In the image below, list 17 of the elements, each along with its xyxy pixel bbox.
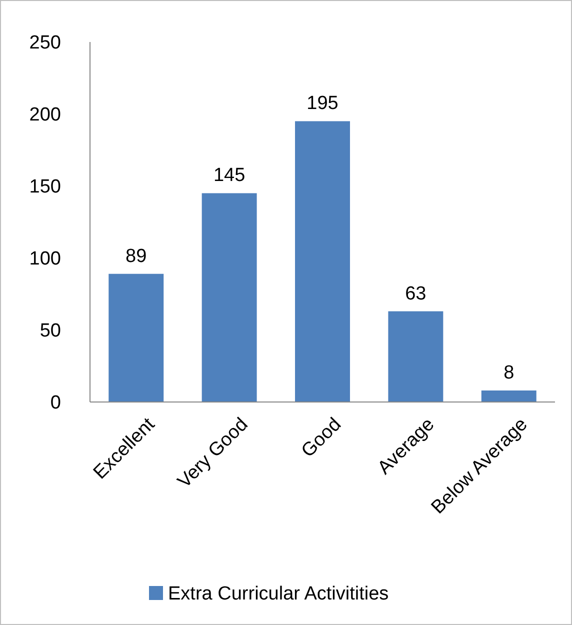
bar (108, 274, 164, 402)
y-tick-label: 200 (29, 104, 61, 126)
data-label: 89 (126, 246, 147, 267)
bar (202, 193, 257, 402)
data-label: 195 (306, 93, 338, 114)
y-tick-label: 50 (40, 320, 61, 342)
bar (481, 390, 536, 402)
data-label: 63 (405, 283, 426, 304)
bar (388, 311, 444, 402)
y-tick-label: 150 (29, 176, 61, 198)
y-tick-label: 250 (29, 32, 61, 54)
data-label: 8 (504, 362, 514, 384)
data-label: 145 (213, 165, 246, 186)
y-tick-label: 100 (29, 248, 61, 270)
y-tick-label: 0 (50, 392, 61, 414)
legend-label: Extra Curricular Activitities (168, 584, 389, 605)
bar (295, 121, 350, 402)
